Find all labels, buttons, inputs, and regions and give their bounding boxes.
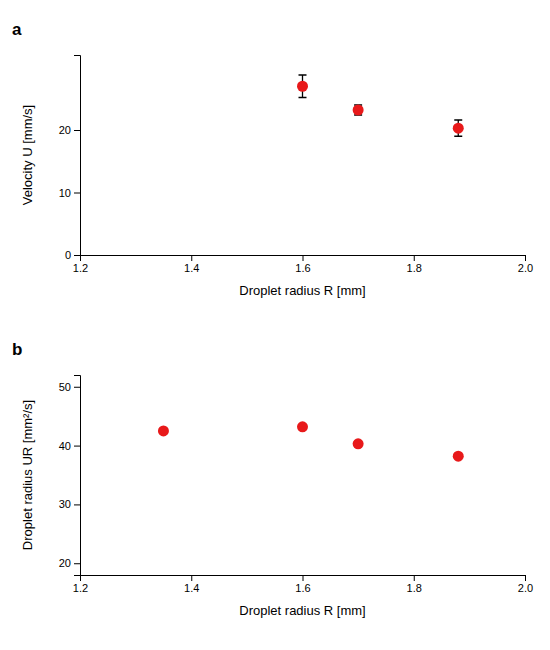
tick-label: 30 [59, 498, 71, 510]
tick: 40 [59, 440, 80, 452]
point [353, 438, 364, 449]
tick-mark [191, 255, 192, 261]
tick-label: 40 [59, 440, 71, 452]
tick-mark [525, 255, 526, 261]
tick: 1.2 [73, 575, 88, 594]
tick: 0 [65, 249, 80, 261]
point [297, 81, 308, 92]
tick-label: 20 [59, 557, 71, 569]
tick-label: 1.4 [184, 582, 199, 594]
y-axis: 20 30 40 50 [59, 376, 81, 576]
x-axis-title: Droplet radius R [mm] [239, 603, 365, 618]
tick-mark [74, 193, 80, 194]
tick: 20 [59, 124, 80, 136]
y-axis-title: Droplet radius UR [mm²/s] [20, 400, 35, 550]
tick-label: 2.0 [518, 262, 533, 274]
tick-label: 0 [65, 249, 71, 261]
tick-mark [525, 575, 526, 581]
tick-mark [303, 255, 304, 261]
tick-mark [74, 387, 80, 388]
tick: 1.6 [295, 575, 310, 594]
panel: 1.2 1.4 1.6 1.8 2.0 20 30 40 50 Droplet radius R … [12, 340, 533, 618]
marks [158, 421, 464, 461]
tick: 30 [59, 498, 80, 510]
point [453, 123, 464, 134]
tick-label: 1.4 [184, 262, 199, 274]
tick-mark [414, 575, 415, 581]
tick-label: 20 [59, 124, 71, 136]
point [158, 425, 169, 436]
panel-label: a [12, 20, 22, 39]
tick: 1.2 [73, 255, 88, 274]
point [353, 105, 364, 116]
tick: 1.4 [184, 575, 199, 594]
tick-mark [74, 446, 80, 447]
tick-mark [74, 504, 80, 505]
chart-root: 1.2 1.4 1.6 1.8 2.0 0 10 20 Droplet radius R [mm… [0, 0, 550, 650]
tick-mark [74, 130, 80, 131]
tick: 1.4 [184, 255, 199, 274]
tick-mark [303, 575, 304, 581]
tick-label: 1.2 [73, 262, 88, 274]
axis-line [74, 56, 81, 256]
tick-label: 50 [59, 381, 71, 393]
axis-line [81, 256, 526, 262]
tick: 1.6 [295, 255, 310, 274]
x-axis: 1.2 1.4 1.6 1.8 2.0 [73, 575, 533, 594]
panel-label: b [12, 340, 22, 359]
x-axis-title: Droplet radius R [mm] [239, 283, 365, 298]
tick-label: 1.6 [295, 582, 310, 594]
tick: 1.8 [407, 575, 422, 594]
tick-label: 10 [59, 187, 71, 199]
tick-mark [191, 575, 192, 581]
y-axis: 0 10 20 [59, 56, 81, 262]
tick-mark [414, 255, 415, 261]
tick-label: 1.6 [295, 262, 310, 274]
y-axis-title: Velocity U [mm/s] [20, 105, 35, 205]
marks [297, 75, 464, 136]
tick: 2.0 [518, 255, 533, 274]
tick: 1.8 [407, 255, 422, 274]
tick: 50 [59, 381, 80, 393]
tick-label: 1.2 [73, 582, 88, 594]
tick-mark [74, 563, 80, 564]
x-axis: 1.2 1.4 1.6 1.8 2.0 [73, 255, 533, 274]
tick-mark [74, 255, 80, 256]
tick: 2.0 [518, 575, 533, 594]
point [453, 451, 464, 462]
axis-line [74, 376, 81, 576]
tick: 10 [59, 187, 80, 199]
axis-line [81, 576, 526, 582]
tick-label: 1.8 [407, 262, 422, 274]
panel: 1.2 1.4 1.6 1.8 2.0 0 10 20 Droplet radius R [mm… [12, 20, 533, 298]
tick-label: 2.0 [518, 582, 533, 594]
point [297, 421, 308, 432]
tick: 20 [59, 557, 80, 569]
tick-label: 1.8 [407, 582, 422, 594]
